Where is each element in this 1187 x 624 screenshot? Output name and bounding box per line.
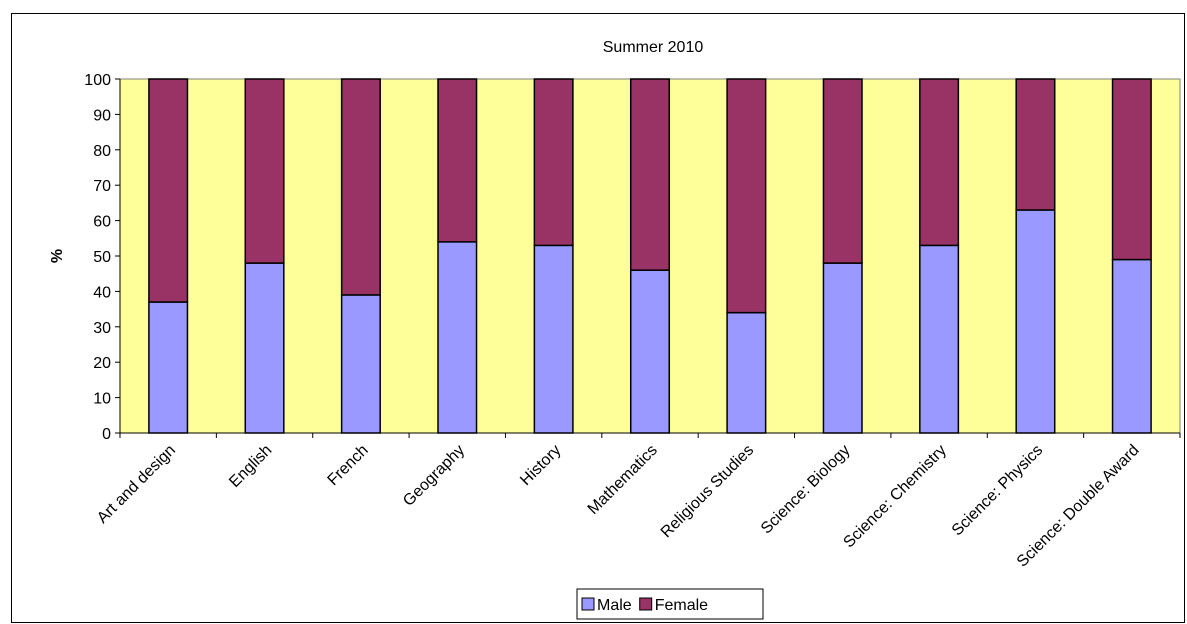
y-tick-label: 0 <box>102 426 111 443</box>
bar-female <box>340 78 381 296</box>
bar-female <box>437 78 478 243</box>
legend-swatch-female <box>639 597 653 611</box>
bar-male <box>533 244 574 434</box>
bar-female <box>919 78 960 247</box>
bar-male <box>244 262 285 434</box>
y-tick-label: 30 <box>93 320 111 337</box>
bar-male <box>437 241 478 434</box>
x-tick-label: Science: Biology <box>758 442 854 538</box>
x-tick-label: Science: Chemistry <box>840 442 949 551</box>
y-axis: 0 10 20 30 40 50 60 70 80 90 100 <box>84 72 121 443</box>
legend-label-female: Female <box>655 597 708 614</box>
y-tick-label: 90 <box>93 107 111 124</box>
bar-female <box>726 78 767 314</box>
y-tick-label: 80 <box>93 143 111 160</box>
chart-title: Summer 2010 <box>603 39 704 56</box>
bar-male <box>822 262 863 434</box>
y-tick-label: 10 <box>93 391 111 408</box>
bar-female <box>533 78 574 247</box>
bar-male <box>148 301 189 434</box>
x-tick-label: Mathematics <box>585 442 661 518</box>
y-tick-label: 20 <box>93 355 111 372</box>
bar-male <box>1111 258 1152 434</box>
y-tick-label: 70 <box>93 178 111 195</box>
bar-male <box>340 294 381 434</box>
x-tick-label: French <box>325 442 372 489</box>
bar-male <box>919 244 960 434</box>
y-tick-label: 50 <box>93 249 111 266</box>
bar-female <box>629 78 671 271</box>
x-tick-label: Art and design <box>94 442 179 527</box>
bar-female <box>244 78 285 264</box>
bars <box>148 78 1152 434</box>
x-tick-label: Science: Physics <box>949 442 1047 540</box>
legend-box <box>576 588 764 620</box>
bar-female <box>1015 78 1056 211</box>
y-tick-label: 60 <box>93 214 111 231</box>
bar-male <box>629 269 671 434</box>
bar-female <box>1111 78 1152 261</box>
legend-label-male: Male <box>597 597 632 614</box>
x-tick-label: Religious Studies <box>658 442 757 541</box>
y-axis-label: % <box>49 249 66 263</box>
bar-male <box>1015 209 1056 434</box>
bar-female <box>148 78 189 303</box>
x-axis: Art and design English French Geography Hist… <box>94 432 1181 571</box>
y-tick-label: 40 <box>93 284 111 301</box>
x-tick-label: Geography <box>400 442 468 510</box>
bar-female <box>822 78 863 264</box>
x-tick-label: History <box>517 442 564 489</box>
x-tick-label: English <box>226 442 275 491</box>
y-tick-label: 100 <box>84 72 111 89</box>
legend: Male Female <box>576 588 764 620</box>
bar-male <box>726 311 767 434</box>
legend-swatch-male <box>581 597 595 611</box>
